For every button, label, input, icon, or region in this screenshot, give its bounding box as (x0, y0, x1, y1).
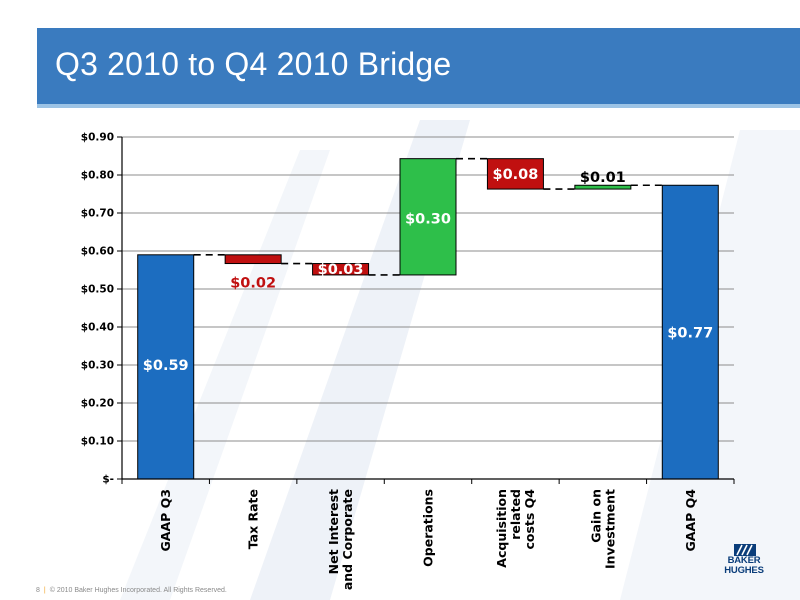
value-label: $0.02 (230, 276, 276, 292)
value-label: $0.03 (318, 262, 364, 278)
x-category-label: GAAP Q4 (683, 489, 698, 552)
y-tick-label: $0.90 (81, 132, 114, 144)
x-category-label: Net Interestand Corporate (326, 489, 355, 590)
axes: $- $0.10 $0.20 $0.30 $0.40 $0.50 $0.60 $0.70 $0.… (81, 132, 735, 590)
x-category-label-line: Acquisition (494, 489, 509, 568)
x-category-label-line: Operations (421, 489, 436, 567)
x-category-label-line: Gain on (588, 489, 603, 543)
x-category-label-line: GAAP Q4 (683, 489, 698, 552)
title-bar (37, 28, 800, 104)
connector-lines (193, 157, 663, 276)
page-number: 8 (36, 587, 40, 594)
bar-increase (574, 184, 632, 190)
x-category-label: GAAP Q3 (158, 489, 173, 551)
value-label: $0.08 (492, 167, 538, 183)
bar-decrease (224, 254, 282, 265)
logo-text-baker: BAKER (727, 555, 761, 566)
x-category-label-line: and Corporate (340, 489, 355, 590)
bar-decrease (486, 158, 544, 190)
y-tick-label: $- (102, 474, 114, 486)
bar-decrease (312, 263, 370, 276)
bar-total (661, 184, 719, 480)
y-tick-label: $0.60 (81, 246, 114, 258)
x-category-label: Operations (421, 489, 436, 567)
value-label: $0.30 (405, 212, 451, 228)
y-tick-label: $0.10 (81, 436, 114, 448)
bars (137, 158, 719, 480)
y-tick-label: $0.30 (81, 360, 114, 372)
y-tick-label: $0.50 (81, 284, 114, 296)
y-tick-label: $0.80 (81, 170, 114, 182)
x-category-label: Tax Rate (246, 489, 261, 549)
bar-increase (399, 158, 457, 276)
footer-separator: | (43, 587, 46, 594)
y-tick-label: $0.20 (81, 398, 114, 410)
logo-mark-icon (734, 544, 756, 556)
value-label: $0.59 (143, 358, 189, 374)
logo-text-hughes: HUGHES (724, 565, 764, 576)
copyright-text: © 2010 Baker Hughes Incorporated. All Ri… (49, 587, 227, 594)
x-category-label-line: related (508, 489, 523, 540)
x-category-label: Gain onInvestment (588, 489, 617, 569)
y-tick-label: $0.40 (81, 322, 114, 334)
value-label: $0.01 (580, 170, 626, 186)
grid-lines (122, 136, 734, 442)
value-labels: $0.59 $0.02 $0.03 $0.30 $0.08 $0.01 $0.77 (143, 167, 713, 374)
baker-hughes-logo: BAKER HUGHES (716, 544, 772, 580)
slide-title: Q3 2010 to Q4 2010 Bridge (55, 46, 452, 82)
title-bar-stripe (37, 104, 800, 108)
x-category-label-line: Tax Rate (246, 489, 261, 549)
x-category-label-line: Net Interest (326, 489, 341, 574)
footer: 8 | © 2010 Baker Hughes Incorporated. All … (36, 587, 227, 594)
y-tick-label: $0.70 (81, 208, 114, 220)
x-category-label-line: Investment (602, 489, 617, 569)
value-label: $0.77 (667, 326, 713, 342)
x-category-label-line: GAAP Q3 (158, 489, 173, 551)
x-category-label-line: costs Q4 (522, 489, 537, 550)
x-category-label: Acquisitionrelatedcosts Q4 (494, 489, 537, 568)
